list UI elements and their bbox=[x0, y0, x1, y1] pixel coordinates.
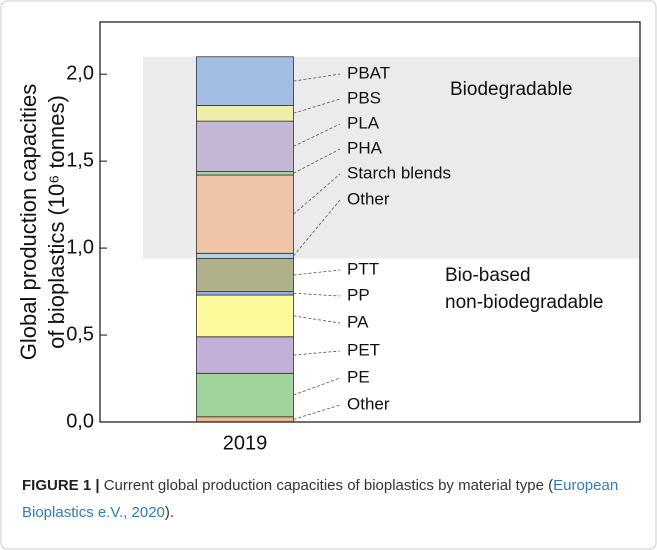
bar-segment bbox=[196, 336, 294, 374]
legend-label: PP bbox=[347, 285, 370, 304]
bar-segment bbox=[196, 291, 294, 296]
leader-line bbox=[293, 173, 341, 215]
y-tick-label: 0,5 bbox=[66, 323, 94, 345]
y-tick-label: 1,0 bbox=[66, 236, 94, 258]
bar-segment bbox=[196, 258, 294, 292]
annotation: Bio-based bbox=[445, 265, 531, 286]
bar-segment bbox=[196, 252, 294, 259]
leader-line bbox=[293, 73, 341, 82]
bar-segment bbox=[196, 372, 294, 418]
legend-label: PBAT bbox=[347, 63, 390, 82]
bar-segment bbox=[196, 416, 294, 423]
bar-segment bbox=[196, 56, 294, 106]
y-tick-label: 1,5 bbox=[66, 149, 94, 171]
leader-line bbox=[293, 269, 341, 276]
caption-label: FIGURE 1 | bbox=[22, 477, 100, 494]
leader-line bbox=[293, 315, 341, 324]
bar-segment bbox=[196, 171, 294, 176]
y-axis-label: of bioplastics (10⁶ tonnes) bbox=[44, 95, 69, 349]
region-label: Biodegradable bbox=[450, 79, 573, 100]
caption-end: ). bbox=[164, 504, 175, 521]
leader-line bbox=[293, 350, 341, 356]
annotation: non-biodegradable bbox=[445, 292, 603, 313]
legend-label: PHA bbox=[347, 138, 383, 157]
caption-text: Current global production capacities of … bbox=[103, 477, 554, 494]
legend-label: PA bbox=[347, 312, 369, 331]
bar-segment bbox=[196, 294, 294, 338]
legend-label: PLA bbox=[347, 113, 380, 132]
leader-line bbox=[293, 123, 341, 147]
y-tick-label: 0,0 bbox=[66, 410, 94, 432]
legend-label: PET bbox=[347, 340, 380, 359]
caption-ref: European Bioplastics e.V., 2020 bbox=[22, 477, 619, 521]
legend-label: PTT bbox=[347, 259, 379, 278]
caption: FIGURE 1 | Current global production cap… bbox=[22, 472, 632, 526]
y-axis-label: Global production capacities bbox=[16, 84, 41, 360]
leader-line bbox=[293, 199, 341, 257]
bar-segment bbox=[196, 120, 294, 172]
y-tick-label: 2,0 bbox=[66, 62, 94, 84]
legend-label: Starch blends bbox=[347, 163, 451, 182]
leader-line bbox=[293, 148, 341, 174]
plot-frame bbox=[99, 21, 641, 423]
x-tick-label: 2019 bbox=[223, 432, 268, 454]
bar-segment bbox=[196, 174, 294, 254]
leader-line bbox=[293, 404, 341, 420]
bar-segment bbox=[196, 105, 294, 122]
legend-label: Other bbox=[347, 394, 390, 413]
legend-label: Other bbox=[347, 189, 390, 208]
leader-line bbox=[293, 292, 341, 297]
legend-label: PE bbox=[347, 367, 370, 386]
leader-line bbox=[293, 377, 341, 396]
leader-line bbox=[293, 98, 341, 114]
legend-label: PBS bbox=[347, 88, 381, 107]
